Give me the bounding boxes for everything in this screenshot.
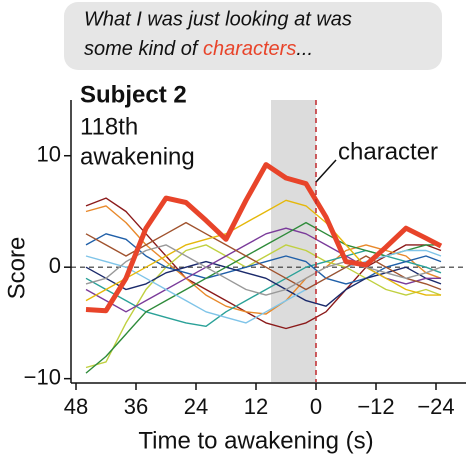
series-line — [85, 244, 442, 296]
series-line — [85, 249, 442, 324]
subtitle: Subject 2 — [80, 81, 187, 108]
highlight-line — [85, 162, 443, 314]
bubble-highlight: characters — [203, 38, 296, 60]
y-axis-label: Score — [3, 237, 30, 300]
series-line — [85, 221, 442, 291]
x-tick-label: 24 — [184, 394, 208, 419]
x-axis-label: Time to awakening (s) — [138, 427, 373, 454]
y-tick-label: −10 — [24, 364, 61, 389]
series-line — [85, 205, 442, 315]
annotation: awakening — [80, 143, 195, 170]
x-tick-label: −24 — [417, 394, 454, 419]
x-tick-label: 12 — [244, 394, 268, 419]
awakening-window — [271, 100, 316, 382]
bubble-text: ... — [296, 38, 313, 60]
bubble-text: some kind of characters... — [84, 38, 313, 60]
x-tick-label: 48 — [64, 394, 88, 419]
x-tick-label: −12 — [357, 394, 394, 419]
annotation: 118th — [80, 113, 138, 140]
bubble-text: What I was just looking at was — [84, 8, 352, 30]
series-line — [85, 199, 441, 302]
x-tick-label: 36 — [124, 394, 148, 419]
label-leader — [315, 159, 337, 183]
x-tick-label: 0 — [310, 394, 322, 419]
series-line — [85, 244, 442, 369]
series-line — [85, 197, 442, 330]
speech-bubble — [64, 2, 442, 70]
y-tick-label: 0 — [49, 253, 61, 278]
bubble-text: some kind of — [84, 38, 203, 60]
series-label: character — [338, 138, 438, 165]
y-tick-label: 10 — [37, 142, 61, 167]
